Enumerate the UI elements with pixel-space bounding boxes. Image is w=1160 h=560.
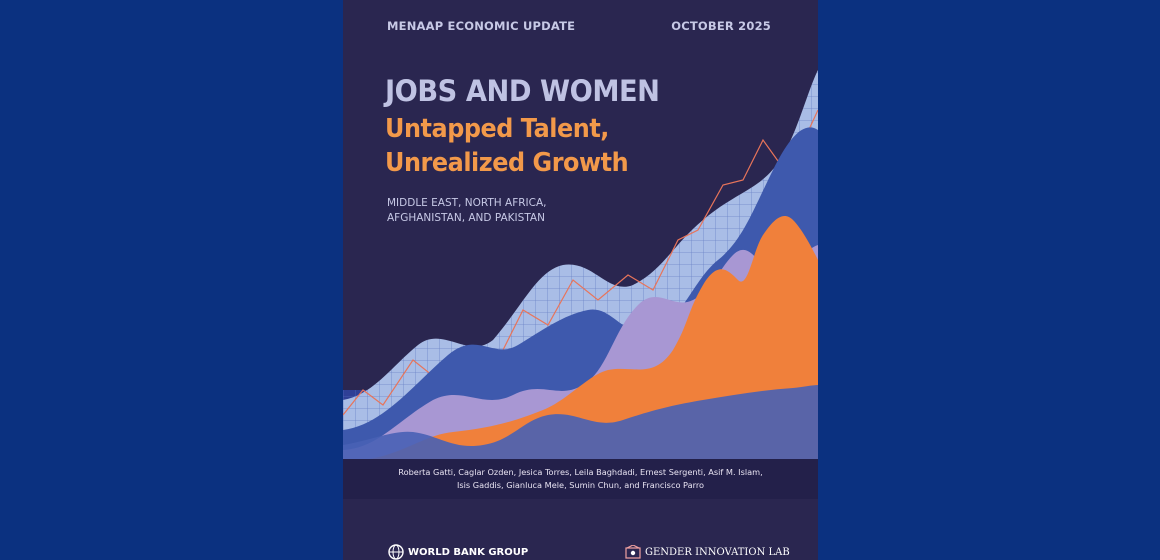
world-bank-logo: WORLD BANK GROUP: [388, 544, 528, 560]
authors-line-1: Roberta Gatti, Caglar Ozden, Jesica Torr…: [398, 467, 763, 477]
orange-wave: [343, 215, 818, 460]
gender-innovation-lab-logo: GENDER INNOVATION LAB: [625, 545, 790, 559]
authors-band: Roberta Gatti, Caglar Ozden, Jesica Torr…: [343, 459, 818, 499]
report-cover: MENAAP ECONOMIC UPDATE OCTOBER 2025 JO: [343, 0, 818, 560]
report-title: JOBS AND WOMEN: [385, 74, 660, 108]
subtitle-line-2: Unrealized Growth: [385, 148, 629, 178]
globe-icon: [388, 544, 404, 560]
world-bank-logo-text: WORLD BANK GROUP: [408, 546, 529, 558]
gender-lab-emblem-icon: [625, 545, 641, 559]
subtitle-line-1: Untapped Talent,: [385, 114, 609, 144]
region-line-1: MIDDLE EAST, NORTH AFRICA,: [387, 197, 547, 209]
grid-wave-trend-line: [343, 109, 818, 416]
report-subtitle: Untapped Talent, Unrealized Growth: [385, 112, 629, 180]
gender-lab-logo-text: GENDER INNOVATION LAB: [645, 546, 790, 558]
cover-artwork: [343, 70, 818, 460]
region-label: MIDDLE EAST, NORTH AFRICA, AFGHANISTAN, …: [387, 196, 577, 226]
series-label: MENAAP ECONOMIC UPDATE: [387, 19, 576, 33]
region-line-2: AFGHANISTAN, AND PAKISTAN: [387, 212, 545, 224]
authors-line-2: Isis Gaddis, Gianluca Mele, Sumin Chun, …: [456, 480, 705, 490]
front-blue-wave: [343, 385, 818, 460]
publication-date: OCTOBER 2025: [671, 19, 771, 33]
